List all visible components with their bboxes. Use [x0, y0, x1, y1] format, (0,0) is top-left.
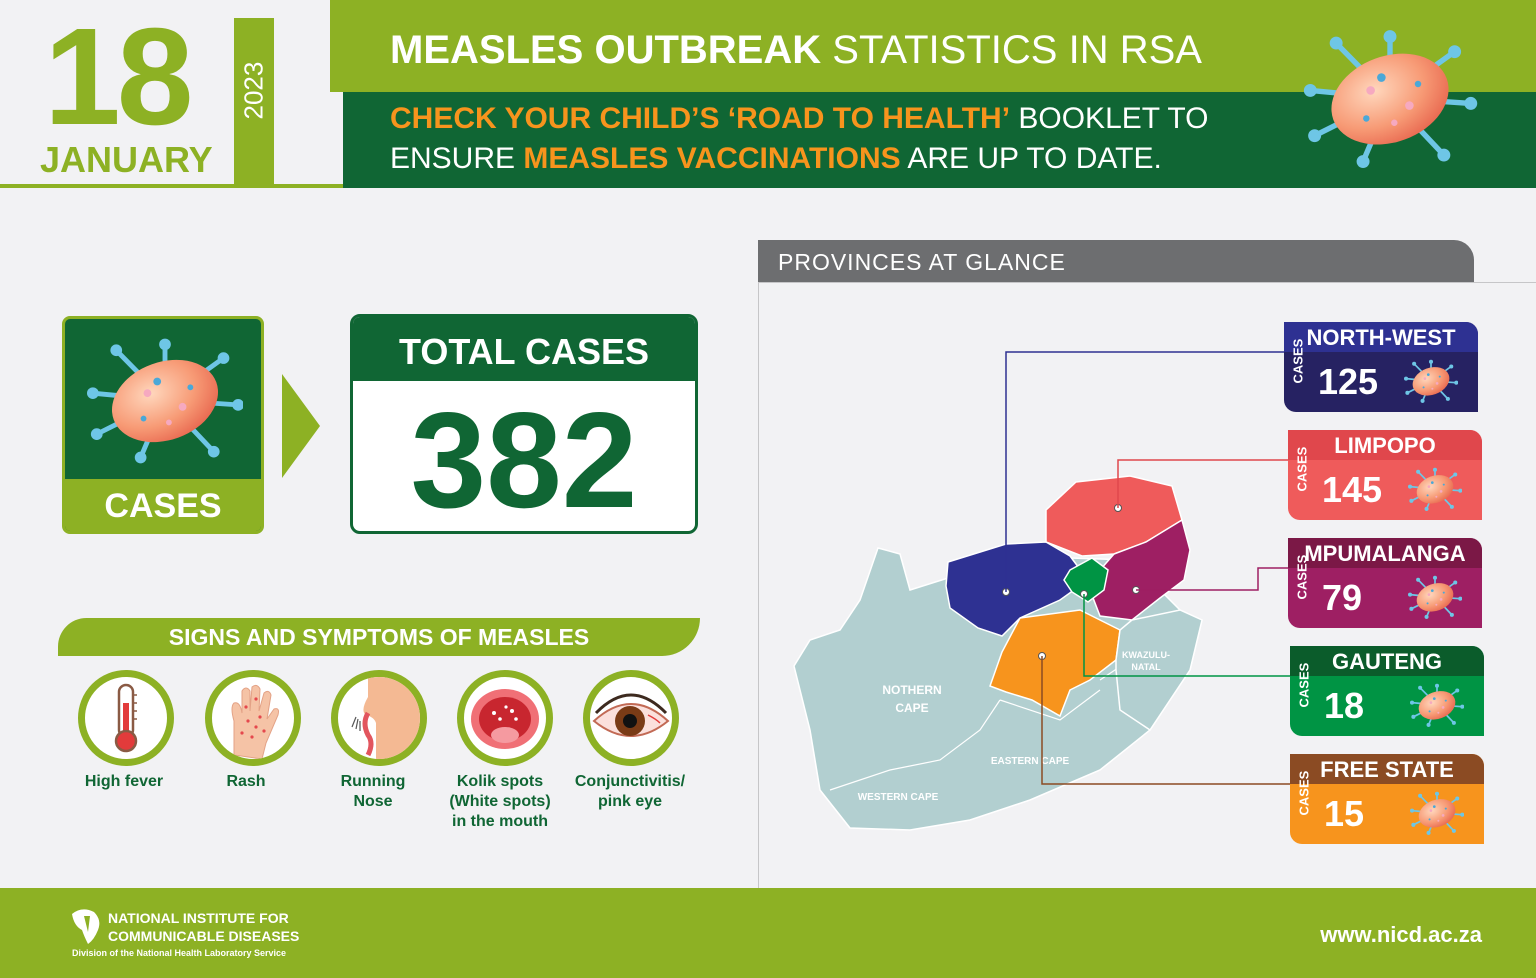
divider — [758, 282, 1536, 283]
message-line-1: CHECK YOUR CHILD’S ‘ROAD TO HEALTH’ BOOK… — [390, 104, 1208, 134]
province-name: NORTH-WEST — [1284, 322, 1478, 352]
rash-hand-icon — [205, 670, 301, 766]
province-name: FREE STATE — [1290, 754, 1484, 784]
province-case-count: 125 — [1318, 361, 1379, 402]
nicd-logo-icon — [72, 909, 100, 944]
province-body: CASES 125 — [1284, 338, 1478, 412]
province-cases-tag: CASES — [1296, 662, 1312, 708]
cases-label: CASES — [65, 479, 261, 531]
province-cases-tag: CASES — [1290, 338, 1306, 384]
date-block — [0, 0, 360, 188]
footer-org-line-1: NATIONAL INSTITUTE FOR — [108, 910, 289, 926]
province-case-count: 79 — [1322, 577, 1363, 618]
province-body: CASES 15 — [1290, 770, 1484, 844]
measles-virus-icon — [1404, 358, 1458, 404]
province-case-count: 18 — [1324, 685, 1365, 726]
province-body: CASES 79 — [1288, 554, 1482, 628]
thermometer-icon — [78, 670, 174, 766]
date-month: JANUARY — [40, 139, 213, 180]
provinces-heading: PROVINCES AT GLANCE — [758, 240, 1474, 282]
map-label-northern-cape-1: NOTHERN — [882, 683, 941, 697]
measles-virus-icon — [87, 335, 243, 465]
province-cases-tag: CASES — [1294, 554, 1310, 600]
message-highlight-2: MEASLES VACCINATIONS — [523, 142, 901, 175]
cases-card: CASES — [62, 316, 264, 534]
measles-virus-icon — [1408, 466, 1462, 512]
message-text-2a: ENSURE — [390, 142, 516, 175]
page-title: MEASLES OUTBREAK STATISTICS IN RSA — [390, 30, 1202, 70]
province-card: LIMPOPO CASES 145 — [1288, 430, 1482, 520]
total-cases-heading: TOTAL CASES — [353, 317, 695, 381]
map-label-kzn-2: NATAL — [1131, 662, 1161, 672]
page-title-rest: STATISTICS IN RSA — [832, 28, 1202, 72]
footer-org-line-3: Division of the National Health Laborato… — [72, 948, 287, 958]
symptom-label: Conjunctivitis/ pink eye — [574, 773, 686, 810]
measles-virus-icon — [1410, 682, 1464, 728]
message-highlight-1: CHECK YOUR CHILD’S ‘ROAD TO HEALTH’ — [390, 102, 1011, 135]
province-case-count: 145 — [1322, 469, 1383, 510]
symptom-label: Kolik spots (White spots) in the mouth — [449, 773, 551, 830]
footer-org-line-2: COMMUNICABLE DISEASES — [108, 928, 300, 944]
province-card: MPUMALANGA CASES 79 — [1288, 538, 1482, 628]
province-cases-tag: CASES — [1294, 446, 1310, 492]
red-eye-icon — [583, 670, 679, 766]
symptom-label: High fever — [84, 773, 164, 790]
province-body: CASES 18 — [1290, 662, 1484, 736]
running-nose-icon — [331, 670, 427, 766]
province-case-count: 15 — [1324, 793, 1365, 834]
symptom-label: Running Nose — [340, 773, 406, 810]
message-text-2b: ARE UP TO DATE. — [907, 142, 1162, 175]
map-label-western-cape: WESTERN CAPE — [858, 792, 939, 803]
total-cases-box: TOTAL CASES 382 — [350, 314, 698, 534]
page-title-bold: MEASLES OUTBREAK — [390, 28, 822, 72]
date-year: 2023 — [238, 61, 269, 120]
open-mouth-icon — [457, 670, 553, 766]
province-card: GAUTENG CASES 18 — [1290, 646, 1484, 736]
measles-virus-icon — [1408, 574, 1462, 620]
province-name: LIMPOPO — [1288, 430, 1482, 460]
symptom-label: Rash — [226, 773, 266, 790]
date-underline — [0, 184, 360, 188]
map-label-eastern-cape: EASTERN CAPE — [991, 756, 1070, 767]
south-africa-map: NOTHERN CAPE WESTERN CAPE EASTERN CAPE K… — [793, 475, 1203, 831]
map-label-northern-cape-2: CAPE — [895, 701, 928, 715]
arrow-right-icon — [282, 374, 320, 478]
map-label-kzn-1: KWAZULU- — [1122, 650, 1170, 660]
footer: NATIONAL INSTITUTE FOR COMMUNICABLE DISE… — [0, 888, 1536, 978]
province-name: MPUMALANGA — [1288, 538, 1482, 568]
total-cases-value: 382 — [410, 384, 638, 534]
province-name: GAUTENG — [1290, 646, 1484, 676]
symptoms-heading: SIGNS AND SYMPTOMS OF MEASLES — [58, 618, 700, 656]
message-line-2: ENSURE MEASLES VACCINATIONS ARE UP TO DA… — [390, 144, 1162, 174]
measles-virus-icon — [1410, 790, 1464, 836]
province-body: CASES 145 — [1288, 446, 1482, 520]
province-cases-tag: CASES — [1296, 770, 1312, 816]
measles-virus-icon — [1300, 28, 1480, 168]
divider — [758, 282, 759, 888]
footer-website-link[interactable]: www.nicd.ac.za — [1320, 922, 1482, 947]
province-card: FREE STATE CASES 15 — [1290, 754, 1484, 844]
message-text-1: BOOKLET TO — [1018, 102, 1209, 135]
date-day: 18 — [44, 0, 193, 154]
province-card: NORTH-WEST CASES 125 — [1284, 322, 1478, 412]
date-year-bar — [234, 18, 274, 186]
